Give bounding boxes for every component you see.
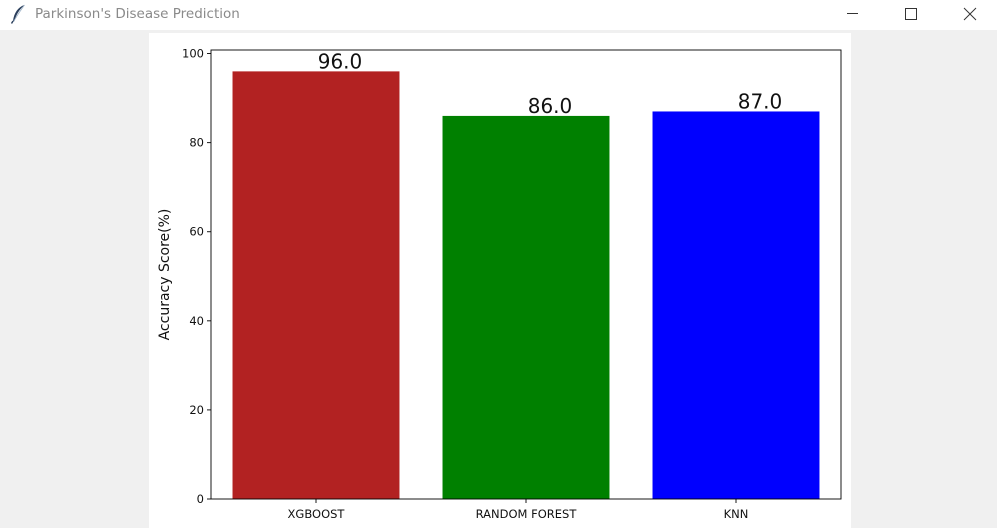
data-label: 86.0 bbox=[528, 94, 573, 118]
maximize-button[interactable] bbox=[881, 0, 939, 30]
minimize-icon bbox=[847, 13, 858, 14]
data-label: 96.0 bbox=[318, 49, 363, 73]
close-button[interactable] bbox=[939, 0, 997, 30]
x-tick-label: KNN bbox=[724, 507, 749, 521]
bar-xgboost bbox=[232, 71, 400, 499]
x-tick-label: XGBOOST bbox=[288, 507, 346, 521]
x-tick-label: RANDOM FOREST bbox=[476, 507, 578, 521]
minimize-button[interactable] bbox=[823, 0, 881, 30]
y-tick-label: 40 bbox=[189, 314, 204, 328]
y-tick-label: 20 bbox=[189, 403, 204, 417]
data-label: 87.0 bbox=[738, 89, 783, 113]
y-tick-label: 80 bbox=[189, 136, 204, 150]
y-axis-label: Accuracy Score(%) bbox=[157, 209, 173, 341]
y-tick-label: 0 bbox=[197, 492, 204, 506]
bar-knn bbox=[652, 111, 820, 499]
chart-canvas: 96.0 XGBOOST 86.0 RANDOM FOREST 87.0 KNN 0 20 40… bbox=[149, 33, 851, 528]
feather-icon bbox=[10, 4, 25, 24]
close-icon bbox=[963, 7, 977, 21]
title-bar[interactable]: Parkinson's Disease Prediction bbox=[0, 0, 997, 30]
window-title: Parkinson's Disease Prediction bbox=[35, 6, 240, 22]
y-tick-label: 100 bbox=[182, 47, 204, 61]
bar-random-forest bbox=[442, 115, 610, 500]
accuracy-bar-chart: 96.0 XGBOOST 86.0 RANDOM FOREST 87.0 KNN 0 20 40… bbox=[157, 47, 842, 521]
maximize-icon bbox=[905, 8, 917, 20]
plot-frame bbox=[210, 49, 842, 500]
y-tick-label: 60 bbox=[189, 225, 204, 239]
